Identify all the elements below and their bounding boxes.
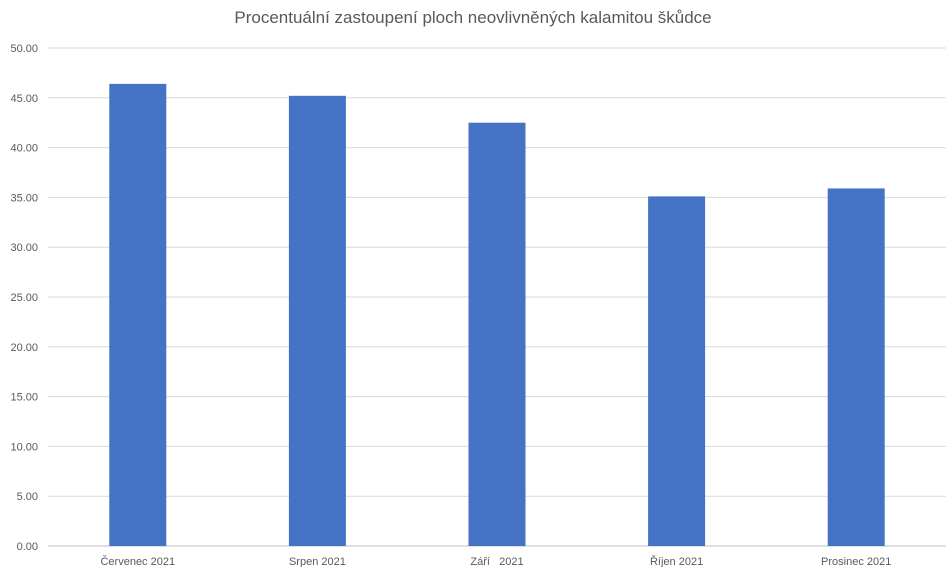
y-tick-label: 30.00: [10, 242, 38, 254]
x-tick-label: Červenec 2021: [100, 555, 175, 567]
x-tick-label: Září 2021: [470, 556, 523, 567]
bar: [827, 188, 885, 546]
x-tick-label: Říjen 2021: [650, 555, 703, 567]
y-tick-label: 10.00: [10, 441, 38, 453]
chart-title: Procentuální zastoupení ploch neovlivněn…: [234, 8, 712, 27]
bar: [468, 122, 526, 546]
bar: [648, 196, 706, 547]
x-tick-label: Srpen 2021: [289, 556, 346, 567]
y-tick-label: 0.00: [17, 541, 38, 553]
bar: [109, 83, 167, 546]
y-tick-label: 45.00: [10, 93, 38, 105]
y-tick-label: 35.00: [10, 192, 38, 204]
bar: [288, 95, 346, 547]
y-tick-label: 5.00: [17, 491, 38, 503]
y-tick-label: 15.00: [10, 392, 38, 404]
y-tick-label: 20.00: [10, 342, 38, 354]
y-tick-label: 40.00: [10, 143, 38, 155]
y-tick-label: 50.00: [10, 43, 38, 55]
y-tick-label: 25.00: [10, 292, 38, 304]
x-tick-label: Prosinec 2021: [821, 556, 891, 567]
